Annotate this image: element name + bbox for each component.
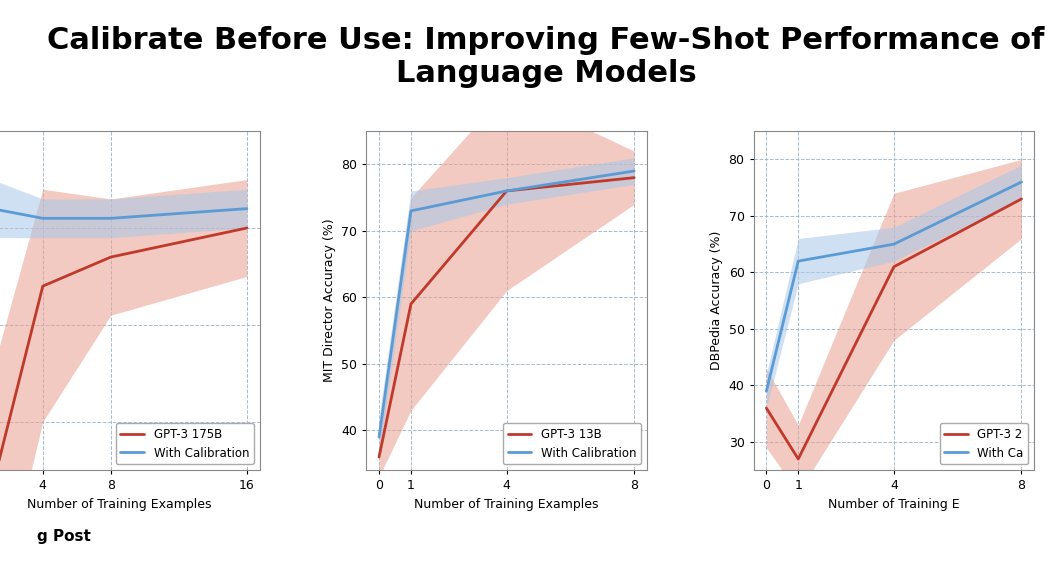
X-axis label: Number of Training Examples: Number of Training Examples: [415, 498, 598, 511]
Legend: GPT-3 13B, With Calibration: GPT-3 13B, With Calibration: [503, 423, 642, 465]
Text: Calibrate Before Use: Improving Few-Shot Performance of
Language Models: Calibrate Before Use: Improving Few-Shot…: [47, 26, 1045, 88]
Text: g Post: g Post: [37, 530, 90, 544]
Y-axis label: MIT Director Accuracy (%): MIT Director Accuracy (%): [322, 219, 336, 382]
X-axis label: Number of Training E: Number of Training E: [828, 498, 960, 511]
Legend: GPT-3 175B, With Calibration: GPT-3 175B, With Calibration: [116, 423, 254, 465]
Legend: GPT-3 2, With Ca: GPT-3 2, With Ca: [940, 423, 1028, 465]
Y-axis label: DBPedia Accuracy (%): DBPedia Accuracy (%): [710, 231, 723, 370]
X-axis label: Number of Training Examples: Number of Training Examples: [27, 498, 212, 511]
